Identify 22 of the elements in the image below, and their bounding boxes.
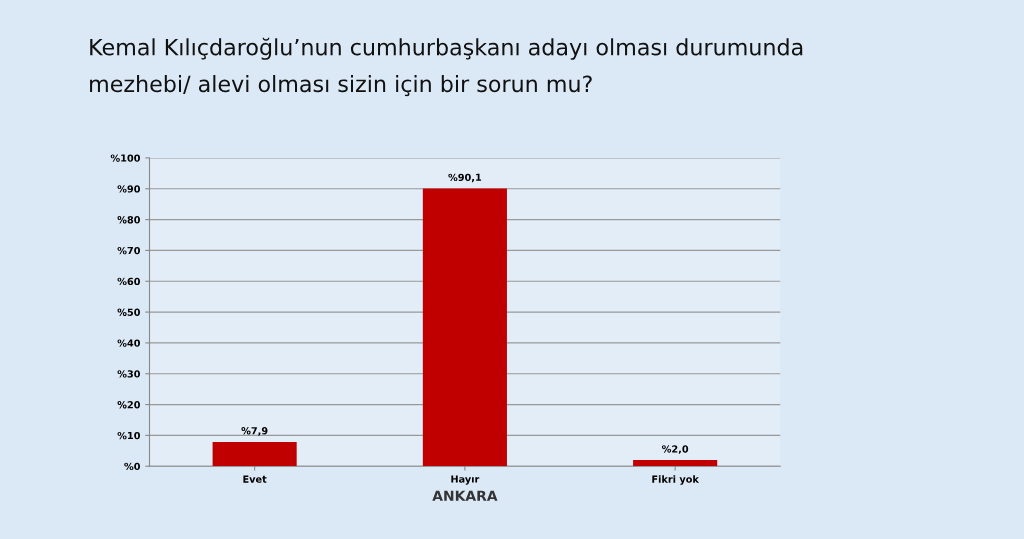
y-tick-label: %40 bbox=[117, 339, 141, 347]
x-tick-label: Evet bbox=[243, 475, 267, 483]
y-tick-label: %30 bbox=[117, 370, 141, 378]
data-label: %90,1 bbox=[448, 173, 482, 183]
y-tick-label: %70 bbox=[117, 246, 141, 255]
y-tick-label: %0 bbox=[124, 462, 141, 471]
y-tick-label: %90 bbox=[117, 185, 141, 193]
x-tick-label: Hayır bbox=[451, 475, 480, 485]
x-axis-title: ANKARA bbox=[432, 490, 498, 501]
y-tick-label: %60 bbox=[117, 277, 141, 286]
data-label: %2,0 bbox=[661, 445, 689, 454]
y-tick-label: %80 bbox=[117, 216, 141, 224]
y-tick-label: %20 bbox=[117, 401, 141, 409]
chart-title: Kemal Kılıçdaroğlu’nun cumhurbaşkanı adayı olması durumunda mezhebi/ alevi olması sizin için bir sorun mu? bbox=[90, 37, 803, 97]
y-tick-label: %100 bbox=[110, 154, 141, 162]
y-tick-label: %10 bbox=[117, 431, 141, 440]
bar bbox=[422, 188, 507, 467]
x-tick-label: Fikri yok bbox=[652, 475, 700, 485]
data-label: %7,9 bbox=[241, 427, 268, 436]
y-tick-label: %50 bbox=[117, 308, 141, 316]
bar bbox=[633, 460, 718, 467]
bar bbox=[212, 441, 297, 467]
